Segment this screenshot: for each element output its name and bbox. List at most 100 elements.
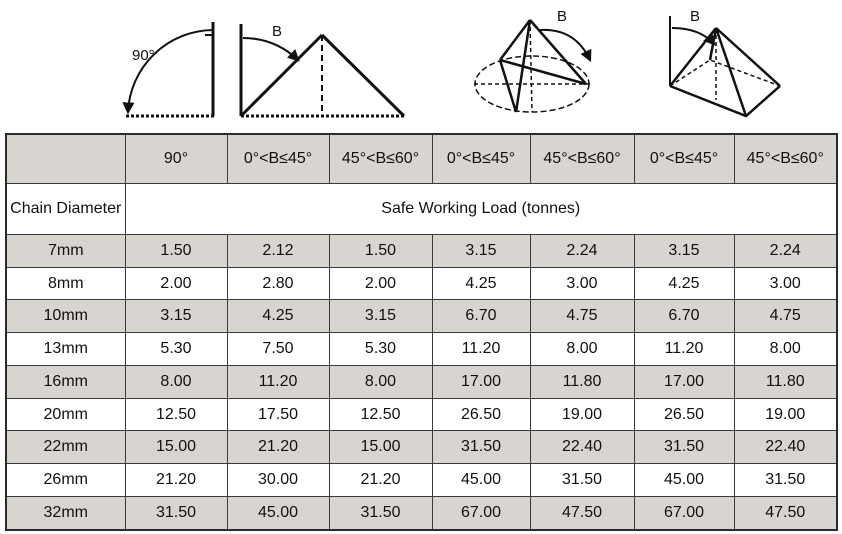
load-cell: 45.00: [633, 463, 735, 497]
size-cell: 16mm: [5, 364, 126, 399]
diagram-vertical: 90°: [122, 22, 215, 118]
diagram-three-leg: B: [474, 8, 592, 113]
load-cell: 2.80: [226, 266, 330, 301]
size-cell: 8mm: [5, 266, 126, 301]
load-table: 90° 0°<B≤45° 45°<B≤60° 0°<B≤45° 45°<B≤60° 0°<…: [5, 133, 838, 531]
data-row: 16mm 8.00 11.20 8.00 17.00 11.80 17.00 11.80: [5, 364, 838, 399]
load-cell: 6.70: [431, 299, 531, 334]
load-cell: 31.50: [124, 495, 228, 531]
load-cell: 21.20: [226, 430, 330, 465]
load-cell: 12.50: [328, 397, 433, 432]
load-cell: 17.50: [226, 397, 330, 432]
load-cell: 15.00: [124, 430, 228, 465]
data-row: 13mm 5.30 7.50 5.30 11.20 8.00 11.20 8.00: [5, 332, 838, 366]
size-cell: 26mm: [5, 463, 126, 497]
diagram-label: B: [557, 8, 567, 25]
load-cell: 22.40: [733, 430, 838, 465]
angle-header: 45°<B≤60°: [328, 133, 433, 184]
angle-header: 0°<B≤45°: [226, 133, 330, 184]
diagrams: 90° B B B: [122, 8, 781, 118]
load-cell: 3.15: [328, 299, 433, 334]
load-cell: 45.00: [226, 495, 330, 531]
data-row: 22mm 15.00 21.20 15.00 31.50 22.40 31.50 22.40: [5, 430, 838, 465]
load-cell: 45.00: [431, 463, 531, 497]
load-cell: 7.50: [226, 332, 330, 366]
load-cell: 17.00: [633, 364, 735, 399]
load-cell: 31.50: [529, 463, 635, 497]
load-cell: 3.00: [733, 266, 838, 301]
data-row: 26mm 21.20 30.00 21.20 45.00 31.50 45.00 31.50: [5, 463, 838, 497]
header-row: 90° 0°<B≤45° 45°<B≤60° 0°<B≤45° 45°<B≤60° 0°<…: [5, 133, 838, 184]
size-cell: 32mm: [5, 495, 126, 531]
load-cell: 22.40: [529, 430, 635, 465]
load-cell: 3.00: [529, 266, 635, 301]
size-cell: 7mm: [5, 234, 126, 268]
load-cell: 8.00: [529, 332, 635, 366]
corner-cell: [5, 133, 126, 184]
load-cell: 67.00: [431, 495, 531, 531]
load-cell: 4.25: [431, 266, 531, 301]
load-cell: 19.00: [529, 397, 635, 432]
load-cell: 19.00: [733, 397, 838, 432]
load-cell: 1.50: [328, 234, 433, 268]
data-row: 7mm 1.50 2.12 1.50 3.15 2.24 3.15 2.24: [5, 234, 838, 268]
angle-header: 0°<B≤45°: [633, 133, 735, 184]
load-cell: 8.00: [733, 332, 838, 366]
angle-header: 45°<B≤60°: [529, 133, 635, 184]
load-cell: 11.80: [733, 364, 838, 399]
load-cell: 31.50: [633, 430, 735, 465]
angle-header: 0°<B≤45°: [431, 133, 531, 184]
load-cell: 2.24: [733, 234, 838, 268]
diagram-four-leg: B: [669, 8, 781, 118]
data-row: 10mm 3.15 4.25 3.15 6.70 4.75 6.70 4.75: [5, 299, 838, 334]
load-cell: 4.25: [633, 266, 735, 301]
load-cell: 11.80: [529, 364, 635, 399]
load-cell: 5.30: [124, 332, 228, 366]
diagram-label: B: [690, 8, 700, 25]
load-cell: 2.00: [328, 266, 433, 301]
load-cell: 3.15: [633, 234, 735, 268]
load-cell: 21.20: [124, 463, 228, 497]
load-cell: 11.20: [633, 332, 735, 366]
data-row: 20mm 12.50 17.50 12.50 26.50 19.00 26.50 19.00: [5, 397, 838, 432]
row-header: Chain Diameter: [5, 183, 126, 235]
load-cell: 30.00: [226, 463, 330, 497]
load-cell: 31.50: [431, 430, 531, 465]
load-cell: 67.00: [633, 495, 735, 531]
data-row: 32mm 31.50 45.00 31.50 67.00 47.50 67.00 47.50: [5, 495, 838, 531]
load-cell: 11.20: [226, 364, 330, 399]
load-cell: 15.00: [328, 430, 433, 465]
load-cell: 47.50: [733, 495, 838, 531]
load-cell: 1.50: [124, 234, 228, 268]
load-cell: 8.00: [124, 364, 228, 399]
load-cell: 5.30: [328, 332, 433, 366]
load-cell: 31.50: [328, 495, 433, 531]
subheader-row: Chain Diameter Safe Working Load (tonnes): [5, 183, 838, 235]
load-cell: 4.75: [733, 299, 838, 334]
size-cell: 10mm: [5, 299, 126, 334]
load-cell: 31.50: [733, 463, 838, 497]
span-label: Safe Working Load (tonnes): [124, 183, 838, 235]
load-cell: 3.15: [124, 299, 228, 334]
load-cell: 21.20: [328, 463, 433, 497]
diagram-label: 90°: [132, 47, 155, 64]
load-cell: 2.12: [226, 234, 330, 268]
size-cell: 20mm: [5, 397, 126, 432]
load-cell: 4.25: [226, 299, 330, 334]
load-cell: 2.24: [529, 234, 635, 268]
load-cell: 26.50: [633, 397, 735, 432]
load-cell: 11.20: [431, 332, 531, 366]
load-cell: 3.15: [431, 234, 531, 268]
angle-header: 45°<B≤60°: [733, 133, 838, 184]
load-cell: 47.50: [529, 495, 635, 531]
load-cell: 6.70: [633, 299, 735, 334]
data-row: 8mm 2.00 2.80 2.00 4.25 3.00 4.25 3.00: [5, 266, 838, 301]
diagram-label: B: [272, 23, 282, 40]
load-cell: 12.50: [124, 397, 228, 432]
load-cell: 17.00: [431, 364, 531, 399]
size-cell: 13mm: [5, 332, 126, 366]
load-cell: 8.00: [328, 364, 433, 399]
angle-header: 90°: [124, 133, 228, 184]
load-cell: 2.00: [124, 266, 228, 301]
